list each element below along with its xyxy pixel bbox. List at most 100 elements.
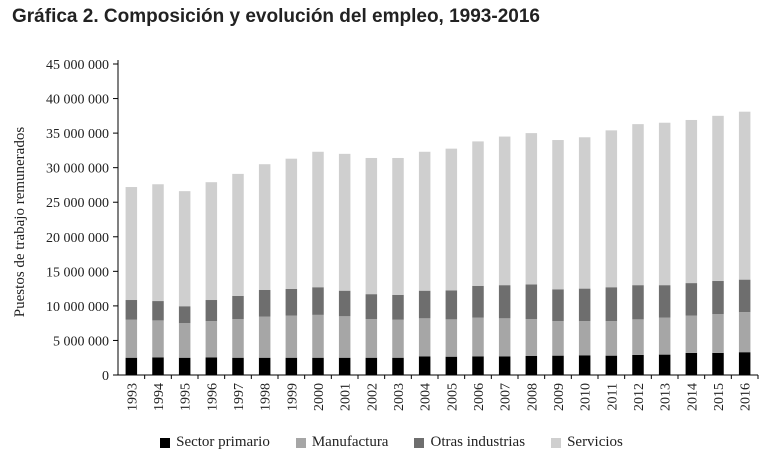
legend-item: Manufactura bbox=[295, 434, 389, 451]
bar-segment bbox=[472, 141, 484, 286]
bar-segment bbox=[312, 287, 324, 315]
bar-segment bbox=[685, 315, 698, 353]
bar-segment bbox=[365, 157, 378, 295]
bar-segment bbox=[445, 319, 458, 357]
x-tick-label: 1994 bbox=[152, 383, 167, 411]
y-tick-label: 0 bbox=[102, 369, 109, 384]
legend-label: Manufactura bbox=[311, 434, 389, 450]
bar-segment bbox=[418, 356, 431, 375]
bar-segment bbox=[285, 357, 298, 375]
bar-segment bbox=[445, 290, 458, 320]
bar-segment bbox=[445, 148, 458, 291]
bar-segment bbox=[605, 355, 618, 375]
y-tick-label: 35 000 000 bbox=[46, 127, 109, 142]
bar-segment bbox=[285, 288, 298, 316]
bar-segment bbox=[685, 352, 698, 375]
bar-segment bbox=[392, 157, 404, 295]
bar-segment bbox=[578, 288, 591, 322]
bar-segment bbox=[525, 284, 538, 320]
bars bbox=[125, 111, 751, 375]
bar-segment bbox=[205, 357, 218, 375]
x-tick-label: 1999 bbox=[285, 383, 300, 411]
bar-segment bbox=[552, 321, 564, 356]
bar-segment bbox=[712, 115, 724, 282]
bar-segment bbox=[685, 283, 698, 316]
bar-segment bbox=[392, 294, 404, 320]
bar-segment bbox=[552, 355, 564, 375]
bar-segment bbox=[125, 300, 138, 320]
bar-segment bbox=[392, 357, 404, 375]
bar-segment bbox=[658, 285, 671, 318]
legend-swatch bbox=[414, 437, 425, 448]
bar-segment bbox=[365, 357, 378, 375]
y-tick-label: 25 000 000 bbox=[46, 196, 109, 211]
bar-segment bbox=[258, 164, 271, 290]
bar-segment bbox=[472, 285, 484, 318]
x-tick-label: 2004 bbox=[419, 383, 434, 411]
y-tick-label: 15 000 000 bbox=[46, 265, 109, 280]
x-tick-label: 2011 bbox=[605, 383, 620, 410]
bar-segment bbox=[712, 281, 724, 315]
bar-segment bbox=[258, 357, 271, 375]
bar-segment bbox=[578, 137, 591, 289]
legend-swatch bbox=[160, 437, 171, 448]
x-tick-label: 1993 bbox=[125, 383, 140, 411]
bar-segment bbox=[498, 136, 511, 286]
bar-segment bbox=[152, 301, 164, 321]
bar-segment bbox=[338, 357, 351, 375]
bar-segment bbox=[685, 119, 698, 284]
x-tick-label: 2007 bbox=[499, 383, 514, 411]
bar-segment bbox=[178, 323, 191, 358]
bar-segment bbox=[232, 357, 244, 375]
bar-segment bbox=[125, 357, 138, 375]
bar-segment bbox=[605, 287, 618, 322]
y-axis-ticks: 0 5 000 000 10 000 000 15 000 000 20 000 000… bbox=[46, 58, 118, 384]
legend-item: Otras industrias bbox=[414, 434, 525, 451]
x-tick-label: 2000 bbox=[312, 383, 327, 411]
bar-segment bbox=[738, 352, 751, 375]
bar-segment bbox=[258, 316, 271, 358]
bar-segment bbox=[632, 124, 644, 286]
legend-label: Sector primario bbox=[176, 434, 270, 450]
x-tick-label: 2014 bbox=[685, 383, 700, 411]
x-tick-label: 2015 bbox=[712, 383, 727, 411]
bar-segment bbox=[205, 182, 218, 301]
bar-segment bbox=[632, 354, 644, 375]
y-tick-label: 5 000 000 bbox=[53, 334, 109, 349]
x-tick-label: 2012 bbox=[632, 383, 647, 411]
legend-item: Servicios bbox=[551, 434, 623, 451]
x-tick-label: 1996 bbox=[205, 383, 220, 411]
bar-segment bbox=[738, 111, 751, 280]
bar-segment bbox=[418, 290, 431, 319]
axes: 1993 1994 1995 1996 1997 1998 1999 2000 2001 2002… bbox=[117, 60, 759, 411]
bar-segment bbox=[498, 285, 511, 319]
bar-segment bbox=[525, 319, 538, 356]
bar-segment bbox=[738, 312, 751, 353]
y-tick-label: 10 000 000 bbox=[46, 300, 109, 315]
x-tick-label: 2006 bbox=[472, 383, 487, 411]
bar-segment bbox=[658, 317, 671, 355]
bar-segment bbox=[365, 294, 378, 320]
bar-segment bbox=[232, 295, 244, 320]
x-tick-label: 2016 bbox=[739, 383, 754, 411]
x-tick-label: 1995 bbox=[179, 383, 194, 411]
bar-segment bbox=[418, 318, 431, 357]
x-tick-label: 2010 bbox=[579, 383, 594, 411]
legend-label: Otras industrias bbox=[430, 434, 526, 450]
bar-segment bbox=[365, 319, 378, 358]
bar-segment bbox=[632, 319, 644, 355]
chart-title: Gráfica 2. Composición y evolución del e… bbox=[12, 6, 540, 27]
bar-segment bbox=[178, 191, 191, 307]
bar-segment bbox=[525, 133, 538, 285]
bar-segment bbox=[338, 153, 351, 291]
x-tick-label: 2005 bbox=[445, 383, 460, 411]
x-tick-label: 2003 bbox=[392, 383, 407, 411]
bar-segment bbox=[125, 187, 138, 301]
bar-segment bbox=[632, 285, 644, 320]
bar-segment bbox=[472, 356, 484, 375]
bar-segment bbox=[285, 315, 298, 358]
y-tick-label: 20 000 000 bbox=[46, 231, 109, 246]
bar-segment bbox=[312, 314, 324, 358]
bar-segment bbox=[152, 184, 164, 302]
